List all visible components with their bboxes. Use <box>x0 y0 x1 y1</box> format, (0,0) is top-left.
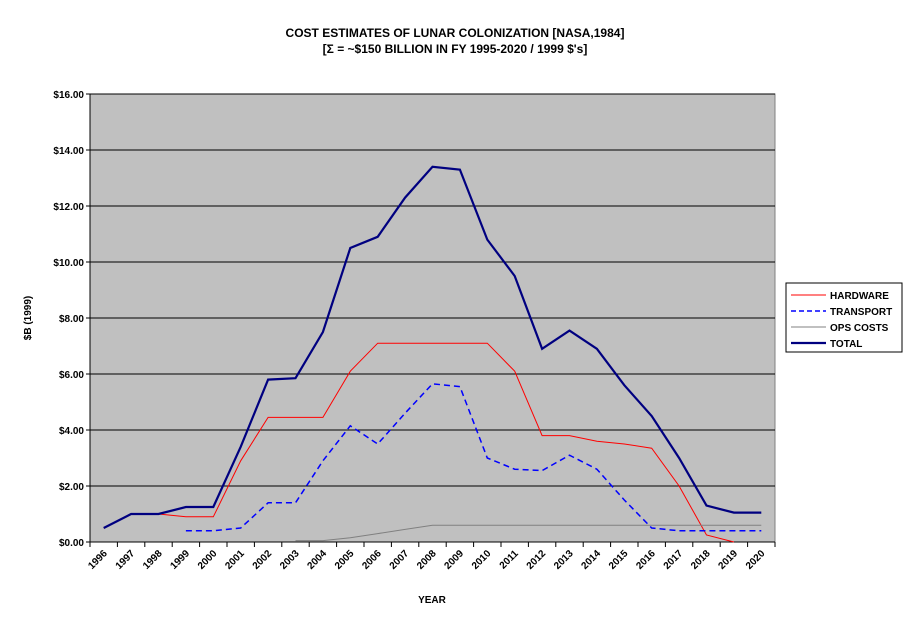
x-tick-label: 2010 <box>470 548 494 572</box>
x-tick-label: 2005 <box>333 548 357 572</box>
x-tick-label: 2007 <box>388 548 412 572</box>
x-tick-label: 1997 <box>114 548 138 572</box>
x-tick-label: 2020 <box>744 548 768 572</box>
x-tick-label: 2016 <box>634 548 658 572</box>
x-tick-label: 2009 <box>443 548 467 572</box>
x-tick-label: 2017 <box>662 548 686 572</box>
y-tick-label: $6.00 <box>59 370 84 381</box>
x-tick-label: 2011 <box>498 548 521 571</box>
x-tick-label: 2000 <box>196 548 220 572</box>
x-tick-label: 2003 <box>278 548 302 572</box>
y-tick-label: $2.00 <box>59 482 84 493</box>
y-tick-label: $4.00 <box>59 426 84 437</box>
x-tick-label: 2013 <box>552 548 576 572</box>
y-tick-label: $16.00 <box>53 90 84 101</box>
x-axis-label: YEAR <box>418 595 447 606</box>
x-tick-label: 2014 <box>580 548 604 572</box>
x-tick-label: 2004 <box>306 548 330 572</box>
x-tick-label: 2001 <box>223 548 247 572</box>
y-tick-label: $8.00 <box>59 314 84 325</box>
chart-title: COST ESTIMATES OF LUNAR COLONIZATION [NA… <box>286 26 625 40</box>
x-tick-label: 1999 <box>169 548 193 572</box>
series-line-ops-costs <box>295 524 762 542</box>
y-tick-label: $0.00 <box>59 538 84 549</box>
legend-label: OPS COSTS <box>830 323 889 334</box>
x-tick-label: 2018 <box>689 548 713 572</box>
y-tick-label: $14.00 <box>53 146 84 157</box>
x-tick-label: 2006 <box>360 548 384 572</box>
x-tick-label: 1996 <box>86 548 110 572</box>
y-tick-label: $10.00 <box>53 258 84 269</box>
x-tick-label: 2019 <box>717 548 741 572</box>
y-tick-label: $12.00 <box>53 202 84 213</box>
legend-label: HARDWARE <box>830 291 889 302</box>
x-tick-label: 2008 <box>415 548 439 572</box>
legend-label: TRANSPORT <box>830 307 892 318</box>
legend: HARDWARE TRANSPORT OPS COSTS TOTAL <box>785 282 903 353</box>
series-line-total <box>103 165 762 529</box>
series-line-transport <box>185 383 762 532</box>
x-tick-label: 2012 <box>525 548 549 572</box>
x-tick-label: 2015 <box>607 548 631 572</box>
chart-subtitle: [Σ = ~$150 BILLION IN FY 1995-2020 / 199… <box>323 42 588 56</box>
x-tick-label: 2002 <box>251 548 275 572</box>
legend-label: TOTAL <box>830 339 862 350</box>
series-line-hardware <box>103 342 735 543</box>
x-tick-label: 1998 <box>141 548 165 572</box>
y-axis-label: $B (1999) <box>23 296 34 340</box>
